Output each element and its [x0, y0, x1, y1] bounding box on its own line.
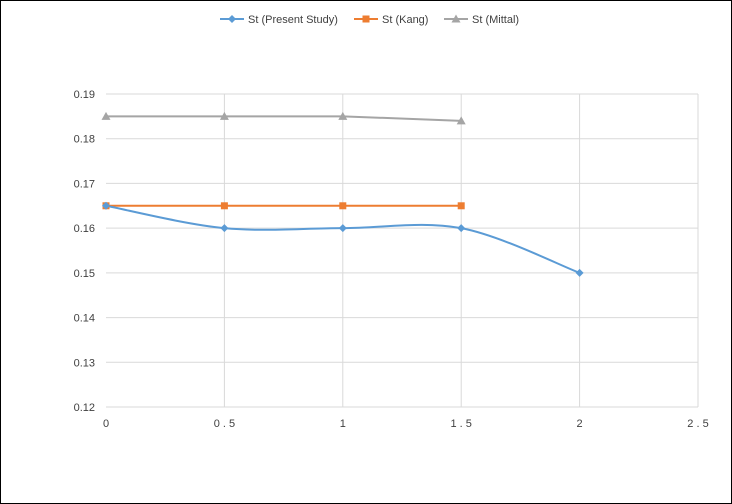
- gridlines: [106, 93, 699, 408]
- x-tick-label: 0 . 5: [214, 418, 235, 430]
- series-line-2: [106, 115, 462, 122]
- data-point-1: [220, 202, 228, 210]
- legend: St (Present Study) St (Kang) St (Mittal): [220, 14, 519, 26]
- legend-marker: [228, 15, 236, 23]
- y-tick-label: 0.15: [74, 268, 95, 280]
- data-point-0: [220, 224, 229, 233]
- x-tick-label: 2: [577, 418, 583, 430]
- data-point-2: [219, 111, 229, 120]
- data-point-1: [339, 202, 347, 210]
- data-point-1: [457, 202, 465, 210]
- legend-marker: [451, 14, 461, 23]
- data-point-2: [456, 116, 466, 125]
- y-tick-label: 0.13: [74, 357, 95, 369]
- legend-label: St (Kang): [382, 14, 428, 26]
- y-tick-label: 0.16: [74, 223, 95, 235]
- legend-label: St (Present Study): [248, 14, 338, 26]
- x-tick-label: 1 . 5: [450, 418, 471, 430]
- data-point-0: [575, 268, 584, 277]
- x-tick-label: 1: [340, 418, 346, 430]
- data-point-0: [102, 201, 110, 210]
- x-tick-label: 2 . 5: [687, 418, 708, 430]
- x-axis-tick-labels: 0 0 . 5 1 1 . 5 2 2 . 5: [103, 418, 709, 430]
- data-point-2: [338, 111, 348, 120]
- y-tick-label: 0.18: [74, 134, 95, 146]
- y-tick-label: 0.12: [74, 402, 95, 414]
- data-point-0: [338, 224, 347, 233]
- x-tick-label: 0: [103, 418, 109, 430]
- data-point-2: [101, 111, 111, 120]
- legend-marker: [362, 15, 370, 23]
- data-point-0: [457, 224, 466, 233]
- y-tick-label: 0.17: [74, 178, 95, 190]
- y-axis-tick-labels: 0.12 0.13 0.14 0.15 0.16 0.17 0.18 0.19: [74, 89, 95, 414]
- series-markers: [101, 111, 584, 277]
- legend-label: St (Mittal): [472, 14, 519, 26]
- y-tick-label: 0.19: [74, 89, 95, 101]
- y-tick-label: 0.14: [74, 313, 95, 325]
